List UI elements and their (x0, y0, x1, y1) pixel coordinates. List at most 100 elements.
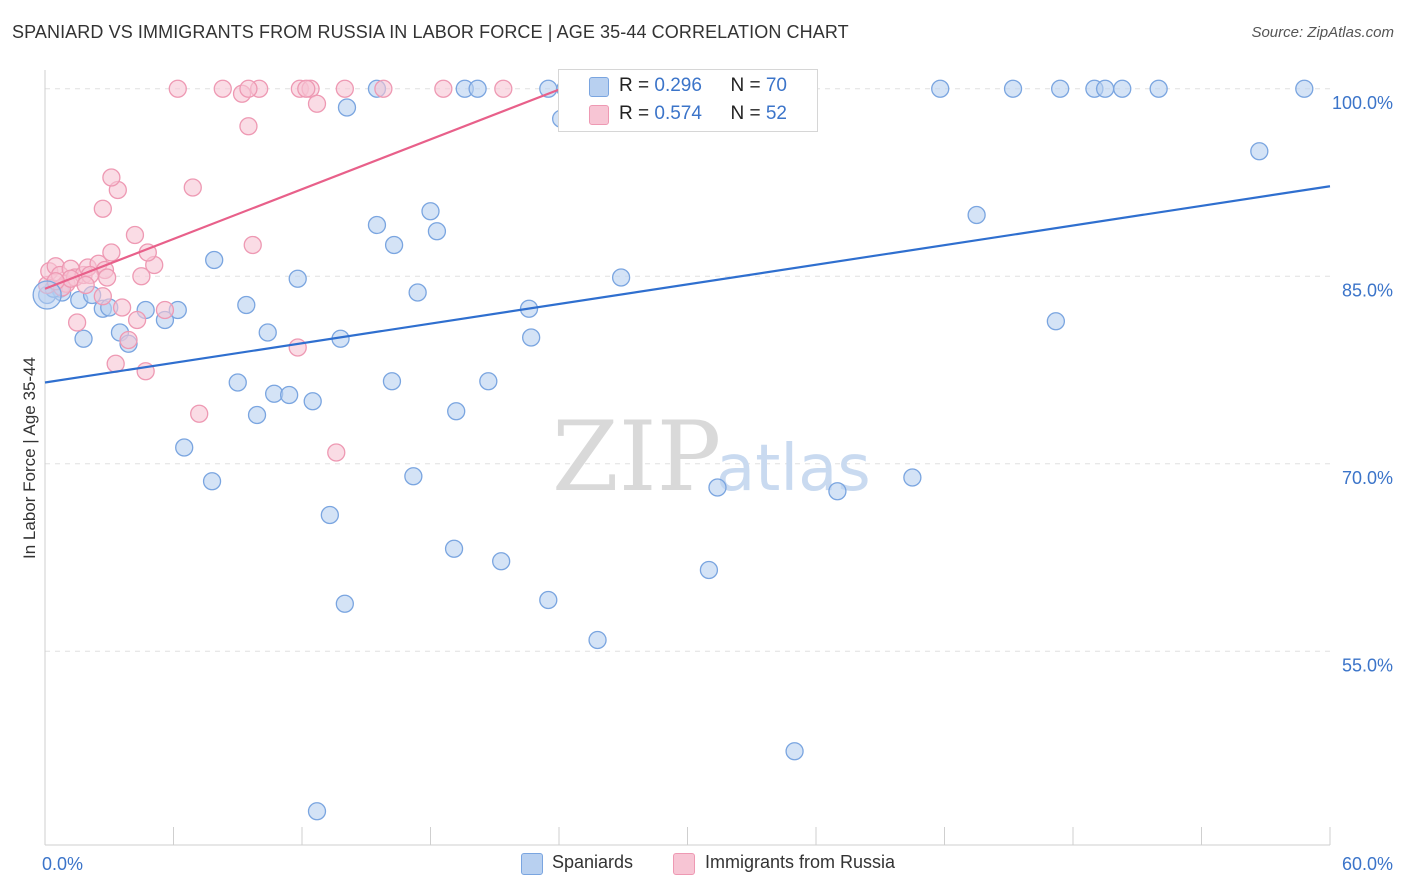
y-tick-label: 85.0% (1342, 280, 1393, 300)
point-immigrants-russia (327, 443, 346, 462)
x-tick-label: 0.0% (42, 854, 83, 874)
point-spaniards (828, 482, 847, 501)
point-immigrants-russia (434, 79, 453, 98)
watermark: ZIP atlas (552, 401, 871, 513)
point-spaniards (539, 590, 558, 610)
legend-n-label: N = (730, 103, 766, 124)
point-spaniards (903, 468, 922, 487)
point-immigrants-russia (190, 404, 209, 423)
point-immigrants-russia (374, 79, 393, 98)
legend-r-value: 0.574 (654, 103, 702, 124)
point-immigrants-russia (213, 79, 232, 98)
point-spaniards (258, 323, 277, 342)
point-immigrants-russia (93, 287, 112, 306)
chart-title: SPANIARD VS IMMIGRANTS FROM RUSSIA IN LA… (12, 22, 849, 42)
point-spaniards (288, 269, 307, 288)
point-spaniards (421, 202, 440, 221)
y-tick-label: 100.0% (1332, 93, 1393, 113)
bottom-legend-swatch-russia (673, 853, 695, 875)
y-tick-label: 55.0% (1342, 655, 1393, 675)
watermark-zip: ZIP (552, 401, 721, 513)
legend-row-russia: R = 0.574 N = 52 (619, 103, 787, 125)
point-immigrants-russia (297, 79, 316, 98)
point-immigrants-russia (239, 117, 258, 136)
point-spaniards (699, 560, 719, 580)
point-spaniards (303, 392, 322, 411)
point-spaniards (1046, 312, 1066, 331)
point-immigrants-russia (127, 310, 147, 330)
point-spaniards (967, 205, 986, 225)
point-spaniards (1295, 79, 1314, 98)
point-immigrants-russia (125, 225, 145, 245)
trend-lines (44, 87, 1331, 384)
gridlines (45, 88, 1330, 652)
bottom-legend-russia: Immigrants from Russia (705, 852, 896, 872)
point-immigrants-russia (93, 199, 112, 218)
point-immigrants-russia (183, 178, 202, 197)
point-spaniards (382, 372, 402, 391)
point-immigrants-russia (335, 79, 354, 98)
point-immigrants-russia (97, 268, 117, 287)
point-spaniards (1051, 79, 1070, 98)
point-spaniards (492, 552, 511, 571)
point-immigrants-russia (155, 300, 175, 320)
point-spaniards (74, 329, 93, 348)
point-spaniards (611, 268, 631, 287)
point-spaniards (247, 405, 267, 425)
point-spaniards (1113, 79, 1132, 98)
trend-line-immigrants-russia (44, 87, 562, 290)
point-spaniards (479, 372, 498, 391)
legend-n-value: 70 (765, 75, 787, 96)
source-label: Source: ZipAtlas.com (1251, 24, 1394, 41)
point-spaniards (1250, 142, 1269, 161)
point-spaniards (588, 630, 607, 650)
point-immigrants-russia (102, 168, 121, 187)
point-immigrants-russia (112, 298, 132, 317)
point-spaniards (307, 802, 327, 821)
point-immigrants-russia (168, 79, 187, 98)
legend-n-value: 52 (765, 103, 787, 124)
point-spaniards (468, 79, 487, 98)
bottom-legend-spaniards: Spaniards (552, 852, 634, 872)
point-spaniards (708, 478, 727, 497)
point-spaniards (444, 539, 464, 558)
watermark-atlas: atlas (716, 432, 871, 506)
bottom-legend-swatch-spaniards (521, 853, 543, 875)
legend-r-value: 0.296 (654, 75, 702, 96)
point-spaniards (205, 250, 224, 270)
legend-n-label: N = (730, 75, 766, 96)
point-immigrants-russia (494, 79, 513, 98)
point-immigrants-russia (119, 330, 138, 350)
legend-r-label: R = (619, 103, 655, 124)
x-tick-label: 60.0% (1342, 854, 1393, 874)
point-spaniards (427, 222, 447, 241)
point-spaniards (202, 472, 222, 491)
legend-swatch-spaniards (589, 77, 609, 97)
point-immigrants-russia (76, 275, 95, 295)
point-immigrants-russia (239, 79, 258, 98)
point-spaniards (367, 215, 387, 235)
point-spaniards (447, 402, 466, 421)
legend: R = 0.296 N = 70 R = 0.574 N = 52 (558, 69, 818, 132)
point-spaniards (931, 79, 950, 98)
bottom-legend: Spaniards Immigrants from Russia (0, 852, 1406, 878)
legend-row-spaniards: R = 0.296 N = 70 (619, 75, 787, 97)
point-spaniards (337, 98, 357, 117)
point-immigrants-russia (307, 94, 327, 113)
point-immigrants-russia (132, 267, 151, 286)
point-spaniards-cluster (32, 280, 62, 310)
point-immigrants-russia (67, 313, 87, 332)
point-spaniards (335, 594, 354, 613)
point-spaniards (1095, 79, 1115, 98)
point-spaniards (320, 505, 339, 525)
point-spaniards (1003, 79, 1023, 98)
point-spaniards (404, 467, 423, 486)
point-spaniards (408, 283, 427, 302)
data-points (32, 79, 1314, 821)
trend-line-spaniards (44, 185, 1331, 384)
point-spaniards (279, 385, 299, 405)
point-immigrants-russia (102, 243, 121, 262)
point-spaniards (384, 235, 404, 255)
point-spaniards (175, 438, 194, 457)
point-spaniards (237, 295, 256, 315)
